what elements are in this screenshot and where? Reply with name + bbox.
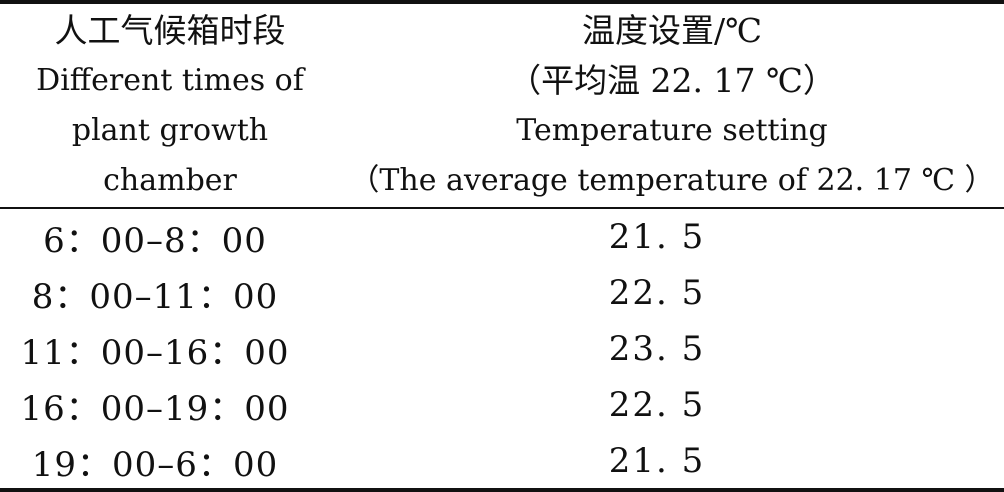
header-temperature-en-line1: Temperature setting <box>516 113 828 148</box>
header-time-period-en-line2: plant growth <box>71 113 269 148</box>
temperature-cell: 23. 5 <box>608 329 706 369</box>
header-temperature-setting: 温度设置/℃ （平均温 22. 17 ℃） Temperature settin… <box>340 4 1004 207</box>
header-time-period-en-line1: Different times of <box>36 63 304 98</box>
header-time-period: 人工气候箱时段 Different times of plant growth … <box>0 4 340 207</box>
time-cell: 19：00–6：00 <box>31 444 279 485</box>
header-temperature-cn: 温度设置/℃ <box>581 11 763 50</box>
time-cell: 11：00–16：00 <box>20 332 290 373</box>
table-row: 6：00–8：00 21. 5 <box>0 209 1004 265</box>
table-bottom-rule <box>0 488 1004 492</box>
header-temperature-en-line2: （The average temperature of 22. 17 ℃ ） <box>349 163 995 198</box>
header-time-period-en-line3: chamber <box>103 163 237 198</box>
table-row: 8：00–11：00 22. 5 <box>0 265 1004 321</box>
table-header-rule <box>0 207 1004 209</box>
header-temperature-cn-sub: （平均温 22. 17 ℃） <box>508 61 836 100</box>
temperature-cell: 21. 5 <box>608 217 706 257</box>
table-row: 11：00–16：00 23. 5 <box>0 321 1004 377</box>
header-time-period-cn: 人工气候箱时段 <box>54 11 286 50</box>
table-row: 19：00–6：00 21. 5 <box>0 433 1004 489</box>
temperature-cell: 22. 5 <box>608 385 706 425</box>
time-cell: 6：00–8：00 <box>43 220 267 261</box>
table-row: 16：00–19：00 22. 5 <box>0 377 1004 433</box>
temperature-cell: 21. 5 <box>608 441 706 481</box>
table-top-rule <box>0 0 1004 4</box>
time-cell: 16：00–19：00 <box>20 388 290 429</box>
table-body: 6：00–8：00 21. 5 8：00–11：00 22. 5 11：00–1… <box>0 209 1004 488</box>
time-cell: 8：00–11：00 <box>31 276 279 317</box>
temperature-cell: 22. 5 <box>608 273 706 313</box>
